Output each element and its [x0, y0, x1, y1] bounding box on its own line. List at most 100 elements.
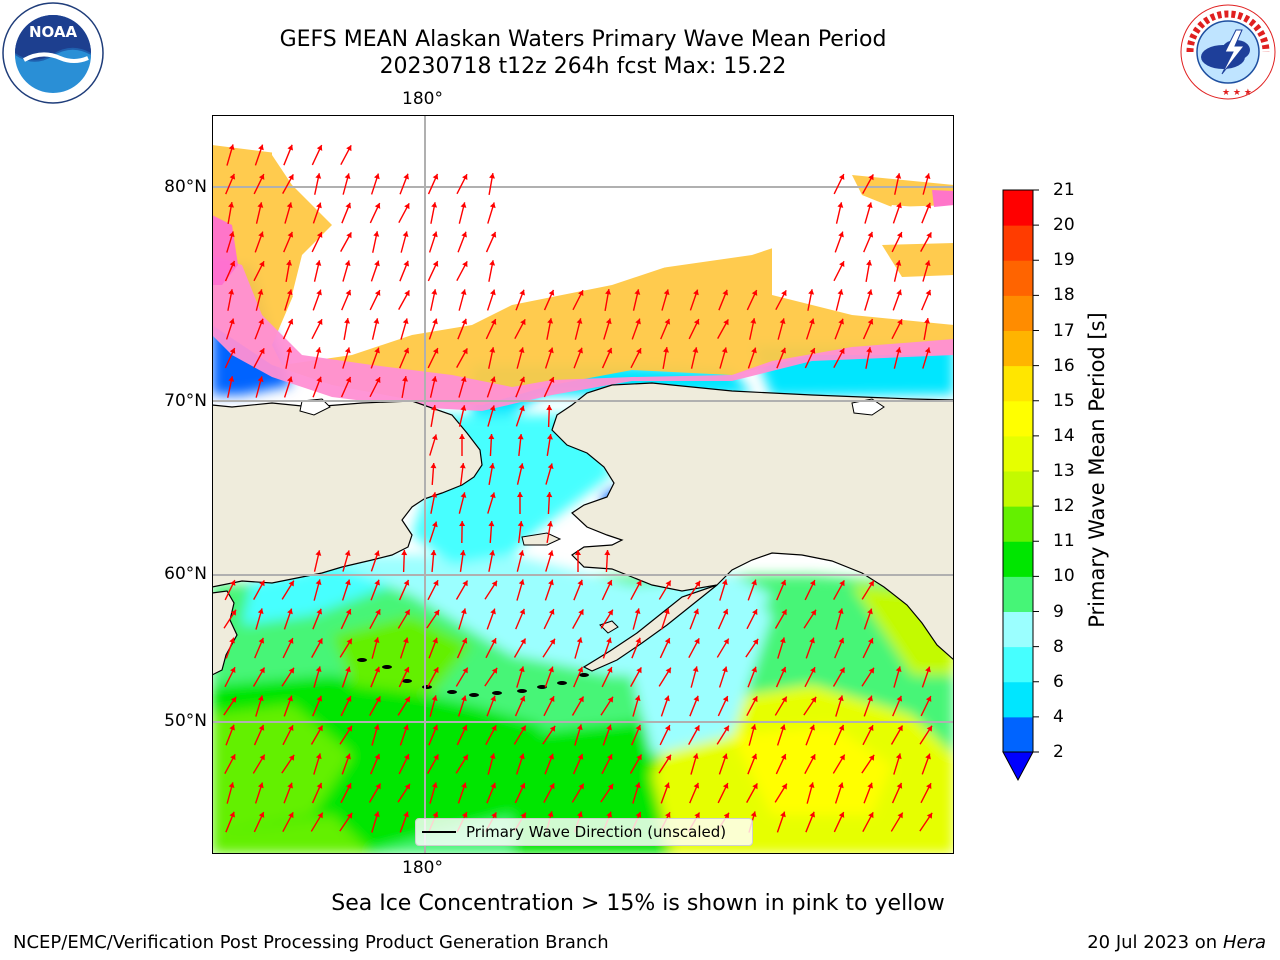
wave-direction-arrow [688, 637, 700, 659]
wave-direction-arrow [458, 202, 467, 224]
wave-direction-arrow [774, 609, 788, 629]
wave-direction-arrow [281, 754, 295, 774]
wave-direction-arrow [631, 318, 641, 340]
wave-direction-arrow [921, 666, 931, 688]
wave-direction-arrow [632, 608, 641, 630]
wave-direction-arrow [369, 376, 381, 398]
wave-direction-arrow [486, 695, 496, 717]
wave-direction-arrow [399, 637, 409, 659]
wave-direction-arrow [486, 376, 496, 398]
wave-direction-arrow [398, 666, 410, 688]
wave-direction-arrow [458, 608, 467, 630]
aleutian-island [579, 673, 589, 677]
wave-direction-arrow [284, 289, 293, 311]
wave-direction-arrow [543, 608, 555, 630]
wave-direction-arrow [224, 579, 236, 601]
wave-direction-arrow [485, 318, 497, 340]
wave-direction-arrow [370, 753, 381, 775]
wave-direction-arrow [775, 666, 787, 688]
wave-direction-arrow [603, 318, 612, 340]
wave-direction-arrow [223, 609, 237, 629]
wave-direction-arrow [455, 667, 469, 687]
wave-direction-arrow [803, 696, 817, 716]
wave-direction-arrow [488, 550, 496, 572]
wave-direction-arrow [805, 318, 815, 340]
wave-direction-arrow [890, 725, 904, 745]
wave-direction-arrow [776, 579, 787, 601]
wave-direction-arrow [600, 609, 614, 629]
wave-direction-arrow [370, 260, 380, 282]
wave-direction-arrow [282, 637, 294, 659]
wave-direction-arrow [514, 782, 526, 804]
wave-direction-arrow [285, 260, 292, 282]
wave-direction-arrow [891, 231, 903, 253]
wave-direction-arrow [397, 609, 411, 629]
wave-direction-arrow [226, 782, 235, 804]
wave-direction-arrow [401, 376, 408, 398]
wave-direction-arrow [600, 696, 614, 716]
wave-direction-arrow [546, 434, 553, 456]
wave-direction-arrow [513, 725, 527, 745]
wave-direction-arrow [457, 695, 467, 717]
wave-direction-arrow [370, 666, 381, 688]
colorbar-bin [1003, 365, 1033, 402]
wave-direction-arrow [891, 318, 903, 340]
wave-direction-arrow [775, 289, 787, 311]
wave-direction-arrow [602, 637, 612, 659]
wave-direction-arrow [429, 695, 438, 717]
wave-direction-arrow [746, 783, 758, 803]
ice-free-white [352, 115, 954, 285]
wave-direction-arrow [747, 347, 757, 369]
wave-direction-arrow [632, 289, 641, 311]
wave-direction-arrow [372, 231, 380, 253]
wave-period-region [212, 705, 352, 835]
wave-direction-arrow [832, 667, 846, 687]
wave-direction-arrow [687, 580, 701, 600]
wave-direction-arrow [488, 433, 495, 457]
footer-host: Hera [1222, 932, 1266, 953]
wave-direction-arrow [659, 724, 671, 746]
wave-direction-arrow [342, 347, 351, 369]
wave-direction-arrow [545, 550, 554, 572]
wave-direction-arrow [571, 783, 585, 803]
wave-direction-arrow [488, 520, 495, 544]
wave-direction-arrow [339, 812, 353, 832]
wave-direction-arrow [689, 608, 699, 630]
colorbar-tick-label: 8 [1053, 636, 1064, 657]
wave-direction-arrow [632, 782, 641, 804]
wave-direction-arrow [515, 376, 526, 398]
aleutian-island [402, 679, 412, 683]
wave-direction-arrow [515, 608, 526, 630]
wave-direction-arrow [776, 811, 786, 833]
colorbar-bin [1003, 576, 1033, 612]
wave-direction-arrow [573, 347, 583, 369]
colorbar-bin [1003, 611, 1033, 648]
map-panel[interactable] [212, 115, 954, 854]
wave-direction-arrow [717, 695, 729, 717]
wave-direction-arrow [862, 174, 874, 194]
wave-direction-arrow [718, 666, 728, 688]
wave-direction-arrow [310, 725, 324, 745]
wave-direction-arrow [834, 637, 845, 659]
wave-direction-arrow [892, 695, 903, 717]
wave-direction-arrow [805, 811, 816, 833]
wave-direction-arrow [833, 260, 845, 282]
land-alaska [551, 382, 954, 661]
wave-direction-arrow [427, 347, 439, 369]
wave-direction-arrow [312, 289, 322, 311]
wave-direction-arrow [427, 754, 439, 774]
wave-direction-arrow [340, 695, 352, 717]
colorbar-bin [1003, 435, 1033, 472]
colorbar-tick-label: 20 [1053, 215, 1075, 236]
colorbar-bin [1003, 471, 1033, 507]
wave-direction-arrow [689, 695, 700, 717]
wave-direction-arrow [427, 579, 439, 601]
wave-direction-arrows [223, 144, 933, 833]
wave-direction-arrow [658, 754, 672, 774]
wave-direction-arrow [835, 695, 844, 717]
graticule [212, 115, 954, 854]
wave-direction-arrow [546, 491, 553, 515]
wave-direction-arrow [865, 260, 872, 282]
wave-direction-arrow [282, 318, 294, 340]
colorbar-bin [1003, 681, 1033, 718]
